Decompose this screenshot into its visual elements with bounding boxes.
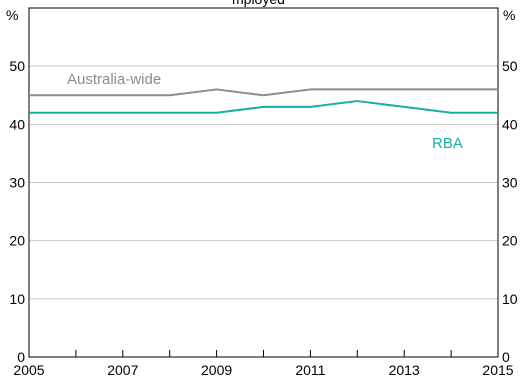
y-tick-label-left: 40 bbox=[9, 116, 25, 132]
y-tick-label-right: 10 bbox=[502, 291, 518, 307]
y-tick-label-left: 30 bbox=[9, 175, 25, 191]
series-line-rba bbox=[29, 100, 498, 114]
series-lines bbox=[29, 88, 498, 114]
series-label-rba: RBA bbox=[432, 135, 463, 152]
y-unit-right: % bbox=[503, 7, 515, 23]
x-tick-label: 2015 bbox=[482, 362, 513, 378]
axis-labels: 0 0 10 10 20 20 30 30 40 40 50 50 2005 2007 2009 2011 20… bbox=[9, 58, 517, 378]
y-tick-label-right: 30 bbox=[502, 175, 518, 191]
x-tick-label: 2007 bbox=[107, 362, 138, 378]
y-tick-label-right: 0 bbox=[502, 349, 510, 365]
y-tick-label-right: 50 bbox=[502, 58, 518, 74]
y-tick-label-left: 0 bbox=[17, 349, 25, 365]
y-tick-label-right: 20 bbox=[502, 233, 518, 249]
y-tick-label-left: 50 bbox=[9, 58, 25, 74]
y-tick-label-right: 40 bbox=[502, 116, 518, 132]
x-tick-label: 2009 bbox=[201, 362, 232, 378]
x-tick-marks bbox=[28, 350, 499, 357]
chart-title-fragment: mployed bbox=[232, 0, 285, 7]
gridlines bbox=[29, 65, 498, 300]
plot-frame bbox=[28, 7, 499, 358]
series-line-australia-wide bbox=[29, 88, 498, 97]
y-tick-label-left: 10 bbox=[9, 291, 25, 307]
x-tick-label: 2013 bbox=[389, 362, 420, 378]
y-unit-left: % bbox=[6, 7, 18, 23]
series-label-australia-wide: Australia-wide bbox=[67, 71, 161, 88]
x-tick-label: 2005 bbox=[13, 362, 44, 378]
y-tick-label-left: 20 bbox=[9, 233, 25, 249]
x-tick-label: 2011 bbox=[295, 362, 325, 378]
